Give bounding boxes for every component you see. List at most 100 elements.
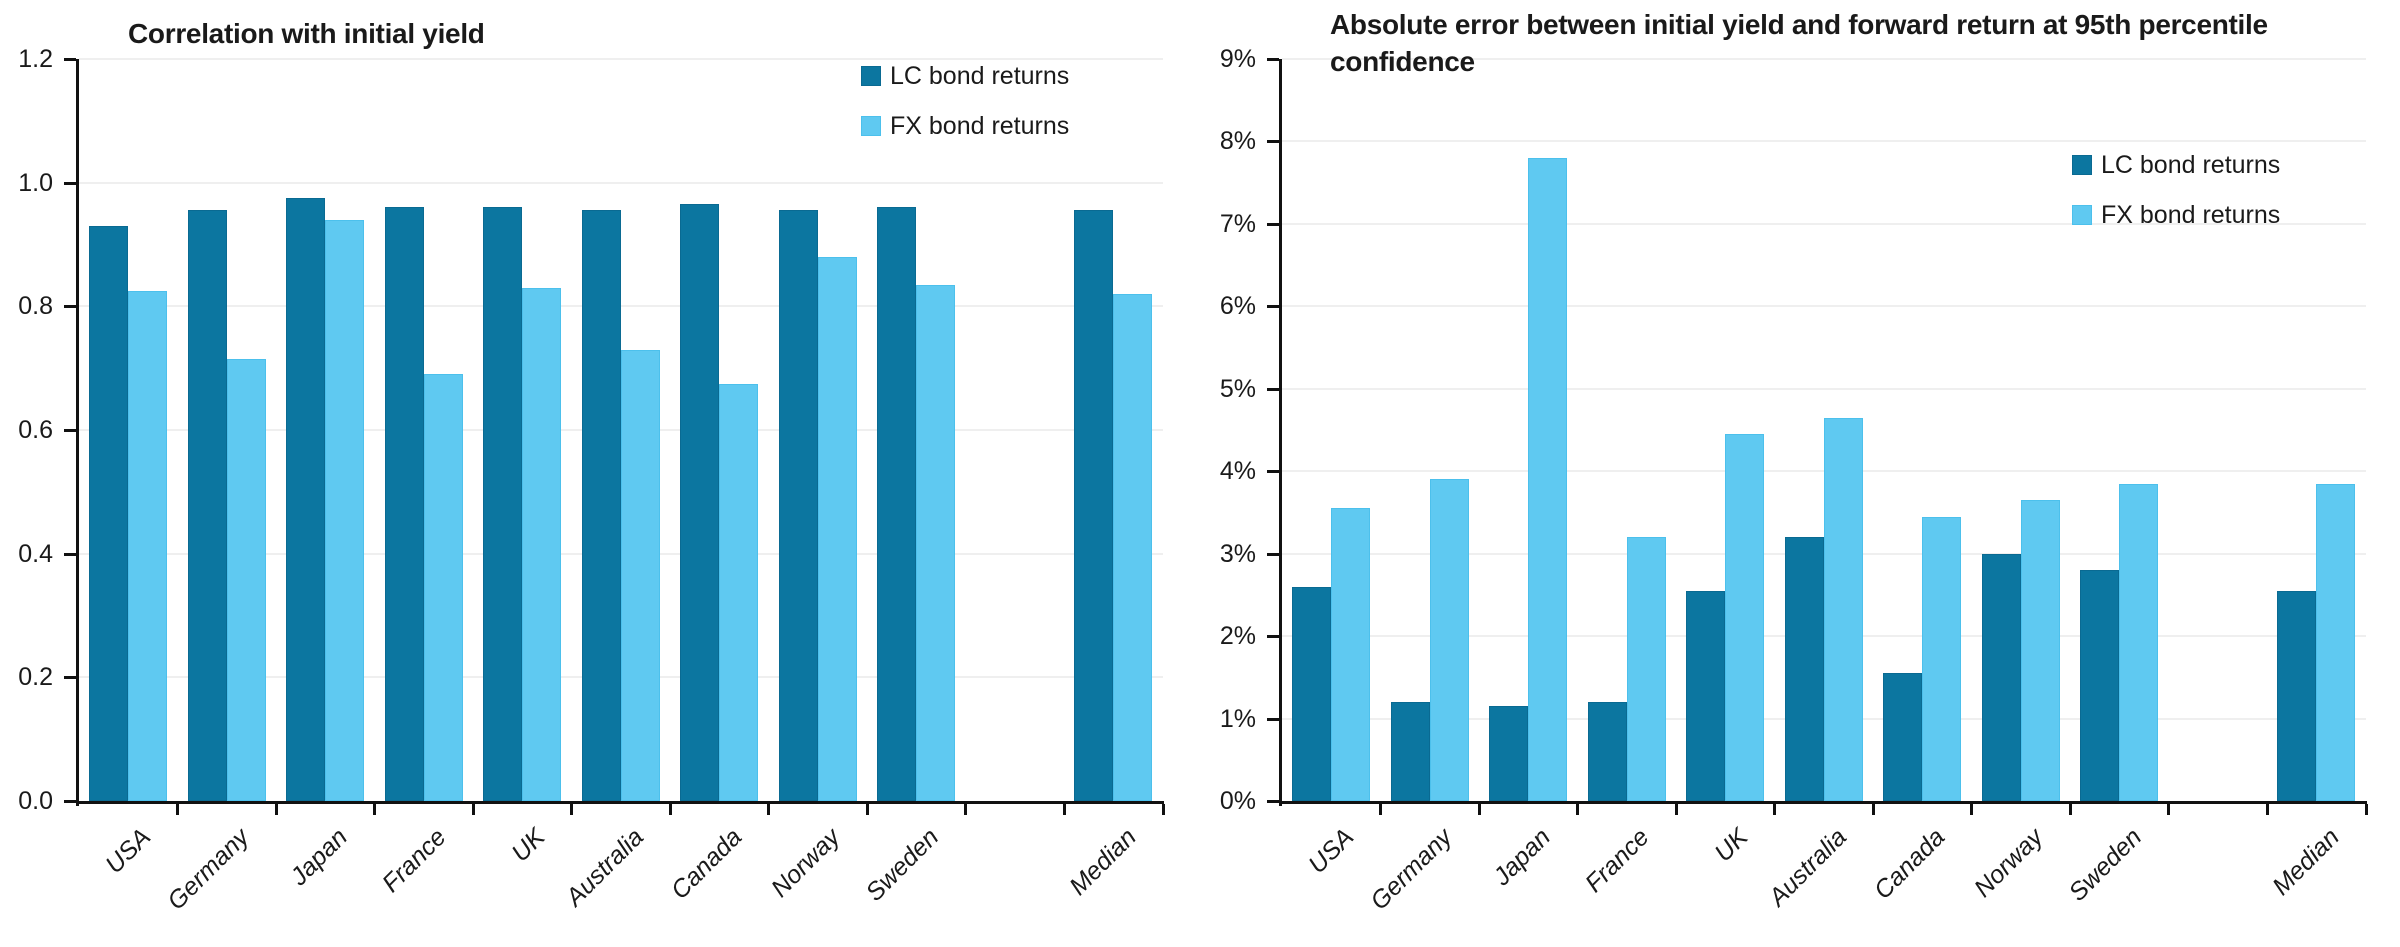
bar-lc-usa <box>89 225 128 801</box>
y-tick <box>64 181 76 185</box>
gridline <box>1282 305 2366 308</box>
bar-fx-canada <box>719 383 759 801</box>
bar-fx-germany <box>226 358 266 801</box>
chart-title: Correlation with initial yield <box>128 18 485 49</box>
x-tick <box>964 804 968 815</box>
plot-area: 0% 1% 2% 3% 4% 5% 6% 7% 8% 9% USA Germany Japan Franc… <box>1220 45 2368 915</box>
gridline <box>1282 470 2366 473</box>
x-tick <box>1576 804 1580 815</box>
y-tick <box>1267 800 1279 803</box>
x-tick-label: Japan <box>1488 823 1557 891</box>
y-tick-label: 7% <box>1219 209 1256 238</box>
x-tick-label: Australia <box>1763 823 1852 912</box>
x-tick <box>2265 804 2269 815</box>
x-tick <box>2364 804 2368 815</box>
bar-lc-germany <box>187 210 227 801</box>
legend-swatch-fx-icon <box>861 116 881 136</box>
y-tick <box>1267 387 1279 391</box>
bar-lc-france <box>1587 702 1627 801</box>
y-tick <box>1267 635 1279 639</box>
x-tick-label: Germany <box>1365 823 1458 916</box>
y-tick-label: 0.6 <box>18 416 53 444</box>
legend-swatch-lc-icon <box>861 66 881 86</box>
x-axis-line <box>1279 801 2367 804</box>
bar-fx-canada <box>1922 516 1962 801</box>
y-tick-label: 8% <box>1219 127 1256 156</box>
y-tick <box>1267 552 1279 556</box>
y-tick-label: 0.2 <box>18 663 53 692</box>
x-tick-label: Canada <box>665 823 748 905</box>
x-tick-label: Norway <box>1969 823 2049 903</box>
bar-fx-france <box>1626 537 1666 801</box>
y-tick-label: 0% <box>1219 787 1256 815</box>
legend-swatch-fx-icon <box>2072 205 2092 225</box>
bar-fx-sweden <box>916 284 956 801</box>
bar-lc-japan <box>1489 706 1529 801</box>
y-tick <box>1267 305 1279 309</box>
x-tick-label: USA <box>99 823 157 880</box>
x-tick-label: Norway <box>766 823 846 903</box>
bar-fx-norway <box>817 256 857 801</box>
gridline <box>79 58 1163 60</box>
x-tick-label: France <box>1579 823 1655 898</box>
bar-fx-norway <box>2020 500 2060 801</box>
x-tick <box>1773 804 1777 815</box>
legend-label-fx: FX bond returns <box>890 111 1070 140</box>
legend-item-fx: FX bond returns <box>2072 201 2280 229</box>
y-tick <box>1267 58 1279 61</box>
legend-swatch-lc-icon <box>2072 155 2092 175</box>
x-tick <box>1970 804 1974 815</box>
gridline <box>1282 222 2366 225</box>
x-tick <box>2167 804 2171 815</box>
gridline <box>1282 552 2366 555</box>
legend-item-lc: LC bond returns <box>861 62 1069 90</box>
x-axis-line <box>76 801 1164 804</box>
x-tick-label: Sweden <box>2063 823 2148 907</box>
bar-fx-median <box>1113 293 1153 801</box>
bar-fx-usa <box>128 290 167 801</box>
y-axis-line <box>76 59 79 806</box>
y-tick <box>64 552 76 556</box>
gridline <box>1282 635 2366 638</box>
legend: LC bond returns FX bond returns <box>2072 151 2280 251</box>
bar-lc-canada <box>1883 673 1923 801</box>
y-tick-label: 5% <box>1219 374 1256 403</box>
y-axis-line <box>1279 59 1282 806</box>
bar-fx-australia <box>620 349 660 801</box>
y-tick <box>1267 222 1279 226</box>
x-tick <box>1161 804 1165 815</box>
legend-label-lc: LC bond returns <box>890 61 1070 90</box>
x-tick <box>668 804 672 815</box>
bar-lc-sweden <box>877 207 917 801</box>
y-tick-label: 0.0 <box>18 787 53 815</box>
x-tick-label: Japan <box>285 823 354 891</box>
bar-fx-japan <box>325 219 365 801</box>
y-tick <box>1267 140 1279 144</box>
bar-fx-sweden <box>2119 483 2159 801</box>
gridline <box>1282 387 2366 390</box>
legend-item-fx: FX bond returns <box>861 112 1069 140</box>
x-tick-label: UK <box>1708 823 1754 868</box>
gridline <box>79 552 1163 555</box>
bar-lc-sweden <box>2080 570 2120 801</box>
bar-lc-median <box>2277 590 2317 801</box>
y-tick <box>1267 470 1279 474</box>
gridline <box>79 429 1163 431</box>
legend-item-lc: LC bond returns <box>2072 151 2280 179</box>
x-tick-label: Median <box>1063 823 1142 901</box>
gridline <box>1282 58 2366 60</box>
y-tick-label: 9% <box>1219 45 1256 73</box>
bar-lc-usa <box>1292 586 1331 801</box>
y-tick-label: 0.8 <box>18 292 53 321</box>
bar-lc-canada <box>680 204 720 801</box>
x-tick <box>471 804 475 815</box>
y-tick-label: 3% <box>1219 539 1256 568</box>
bar-fx-uk <box>1725 434 1765 801</box>
x-tick-label: USA <box>1302 823 1360 880</box>
bar-fx-median <box>2316 483 2356 801</box>
bar-lc-norway <box>1981 553 2021 801</box>
y-tick <box>64 305 76 309</box>
y-tick-label: 6% <box>1219 292 1256 321</box>
